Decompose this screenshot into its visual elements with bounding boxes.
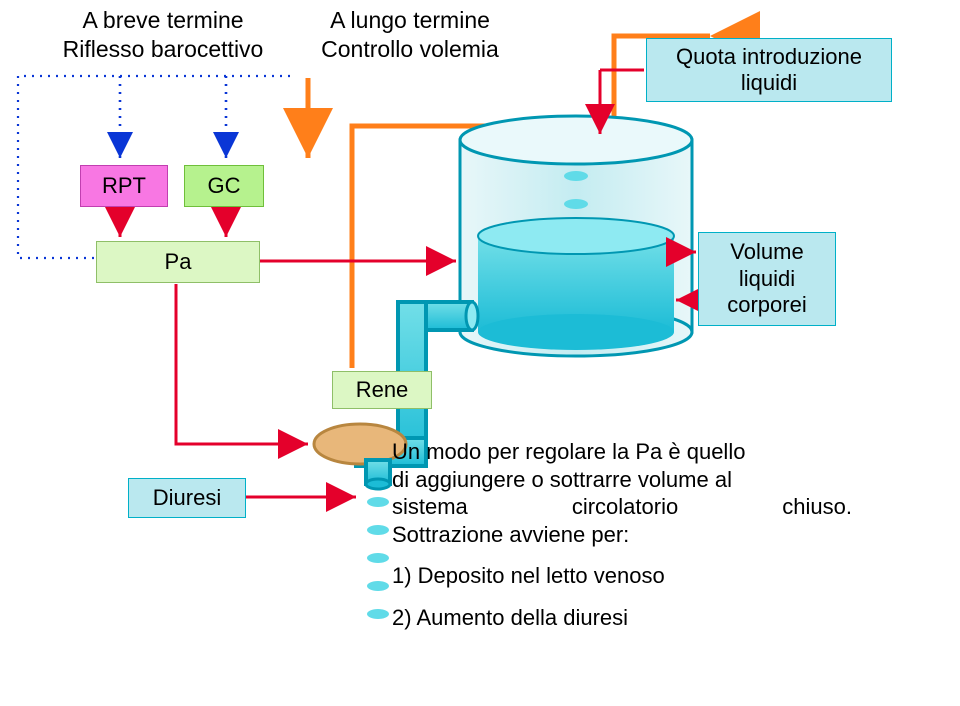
box-rene: Rene [332,371,432,409]
rpt-label: RPT [102,173,146,199]
box-rpt: RPT [80,165,168,207]
para-l6: 2) Aumento della diuresi [392,604,928,632]
tank [460,116,692,356]
header-right: A lungo termine Controllo volemia [298,6,522,64]
para-l3a: sistema [392,493,468,521]
rene-label: Rene [356,377,409,403]
volume-line3: corporei [727,292,806,317]
para-l2: di aggiungere o sottrarre volume al [392,466,928,494]
box-volume: Volume liquidi corporei [698,232,836,326]
header-right-line1: A lungo termine [330,7,490,33]
volume-line2: liquidi [739,266,795,291]
paragraph: Un modo per regolare la Pa è quello di a… [392,438,928,631]
pa-label: Pa [165,249,192,275]
box-pa: Pa [96,241,260,283]
volume-line1: Volume [730,239,803,264]
header-right-line2: Controllo volemia [321,36,499,62]
para-l1: Un modo per regolare la Pa è quello [392,438,928,466]
header-left: A breve termine Riflesso barocettivo [33,6,293,64]
gc-label: GC [208,173,241,199]
para-l3c: chiuso. [782,493,852,521]
box-gc: GC [184,165,264,207]
drops [367,497,389,619]
box-diuresi: Diuresi [128,478,246,518]
box-quota: Quota introduzione liquidi [646,38,892,102]
para-l4: Sottrazione avviene per: [392,521,928,549]
header-left-line2: Riflesso barocettivo [63,36,264,62]
para-l5: 1) Deposito nel letto venoso [392,562,928,590]
quota-line1: Quota introduzione [676,44,862,69]
header-left-line1: A breve termine [82,7,243,33]
diuresi-label: Diuresi [153,485,221,511]
para-l3b: circolatorio [572,493,678,521]
quota-line2: liquidi [741,70,797,95]
